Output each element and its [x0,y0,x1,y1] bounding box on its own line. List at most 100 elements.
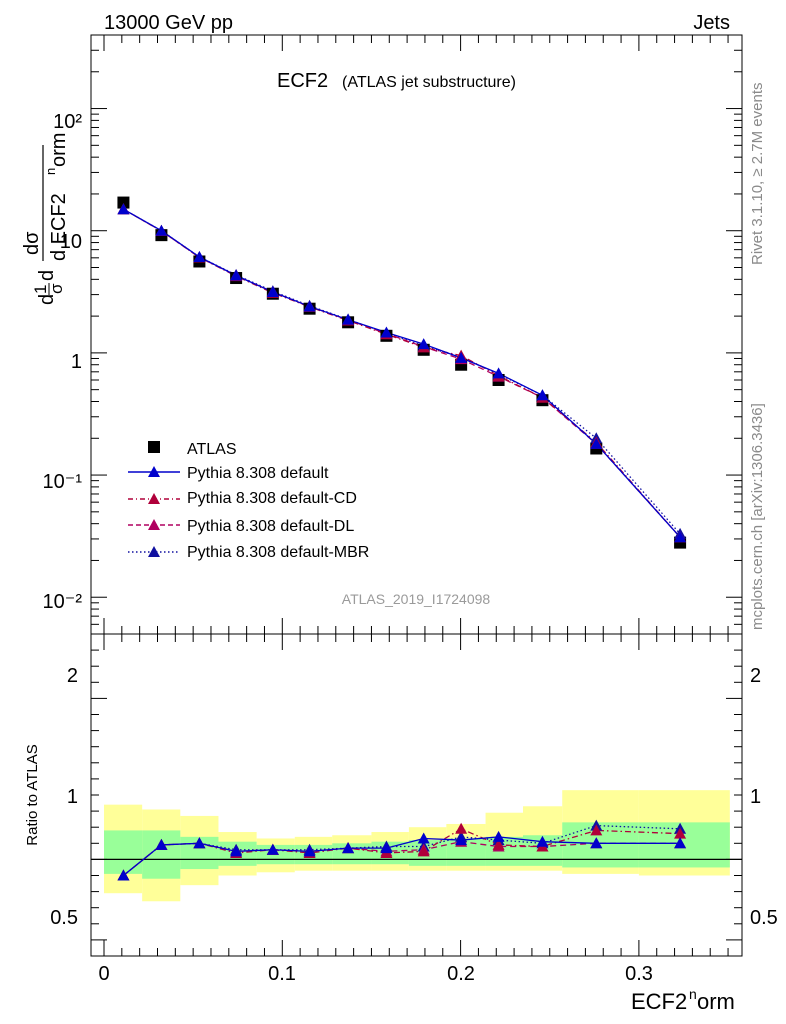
y-label-orm: orm [48,133,70,167]
ratio-y-tick-right-0.5: 0.5 [750,907,778,929]
main-axis-ticks [91,34,742,635]
chart-subtitle: (ATLAS jet substructure) [342,74,516,91]
ratio-y-tick-0.5: 0.5 [50,907,78,929]
band-inner-13 [638,822,730,868]
chart-title: ECF2 [277,70,328,92]
legend-marker-cd [148,493,160,504]
legend-label-dl: Pythia 8.308 default-DL [187,518,354,535]
x-tick-labels: 0 0.1 0.2 0.3 [98,963,652,985]
legend-marker-default [148,466,160,477]
main-marker-1-2 [193,250,206,262]
main-y-tick-labels: 10⁻² 10⁻¹ 1 10 10² [43,111,83,613]
y-tick-label-1e-1: 10⁻¹ [43,471,83,493]
ratio-marker-0-6 [342,842,355,854]
x-label-orm: orm [697,989,735,1014]
x-tick-0.3: 0.3 [625,963,653,985]
analysis-id-label: ATLAS_2019_I1724098 [342,591,491,607]
main-marker-1-11 [536,389,549,401]
legend-label-atlas: ATLAS [187,441,237,458]
ratio-marker-0-7 [380,842,393,854]
main-marker-1-4 [266,286,279,298]
y-tick-label-1e-2: 10⁻² [43,591,83,613]
process-label: Jets [693,12,730,34]
x-axis-label: ECF2 n orm [631,986,735,1014]
ratio-marker-1-8 [417,845,430,857]
x-tick-0.2: 0.2 [447,963,475,985]
ratio-marker-0-11 [536,835,549,847]
main-marker-1-7 [380,326,393,338]
ratio-marker-0-12 [590,837,603,849]
ratio-y-tick-2: 2 [67,665,78,687]
ratio-series-group [117,819,687,881]
main-marker-1-9 [455,351,468,363]
y-label-d: d [36,294,58,305]
main-marker-1-8 [417,338,430,350]
legend: ATLAS Pythia 8.308 default Pythia 8.308 … [128,441,369,561]
main-series-group [117,196,687,549]
ratio-y-tick-right-1: 1 [750,786,761,808]
main-marker-1-6 [342,313,355,325]
ratio-line-1 [123,828,681,877]
x-tick-0.1: 0.1 [268,963,296,985]
ratio-uncertainty-bands [104,790,730,902]
main-marker-1-1 [155,224,168,236]
ratio-y-tick-1: 1 [67,786,78,808]
ratio-marker-1-12 [590,824,603,836]
ratio-marker-0-8 [417,832,430,844]
y-label-sigma: σ [47,283,66,294]
main-line-3 [123,208,681,538]
main-marker-1-0 [117,203,130,215]
main-marker-1-12 [590,437,603,449]
y-label-one: 1 [31,285,50,294]
mcplots-reference-label: mcplots.cern.ch [arXiv:1306.3436] [749,403,766,630]
ratio-marker-0-13 [674,837,687,849]
ratio-marker-0-0 [117,869,130,881]
legend-label-cd: Pythia 8.308 default-CD [187,490,357,507]
ratio-marker-0-3 [230,845,243,857]
ratio-marker-1-9 [455,822,468,834]
band-inner-1 [142,830,181,879]
ratio-marker-0-5 [303,845,316,857]
y-label-dsigma: dσ [21,231,43,255]
ratio-y-axis-label: Ratio to ATLAS [24,744,41,845]
ratio-axis-ticks [91,633,742,957]
atlas-point-0 [117,196,130,209]
legend-label-mbr: Pythia 8.308 default-MBR [187,544,369,561]
ratio-line-0 [123,836,681,877]
ratio-y-tick-right-2: 2 [750,665,761,687]
y-label-n: n [43,168,58,175]
band-inner-6 [332,843,372,865]
rivet-version-label: Rivet 3.1.10, ≥ 2.7M events [749,83,766,266]
main-line-2 [123,208,681,538]
main-marker-1-5 [303,300,316,312]
x-label-ecf2: ECF2 [631,989,687,1014]
main-marker-1-10 [492,367,505,379]
band-inner-0 [104,830,143,874]
legend-label-default: Pythia 8.308 default [187,465,329,482]
energy-label: 13000 GeV pp [104,12,233,34]
ratio-marker-0-9 [455,834,468,846]
x-tick-0: 0 [98,963,109,985]
ratio-marker-0-10 [492,830,505,842]
main-line-4 [123,208,681,535]
y-tick-label-10: 10 [60,231,82,253]
y-label-d2: d [36,270,58,281]
legend-marker-mbr [148,546,160,557]
ratio-marker-1-10 [492,838,505,850]
main-y-axis-label: d 1 σ d dσ d ECF2 n orm [21,133,70,305]
main-marker-1-13 [674,531,687,543]
legend-marker-atlas [148,441,160,453]
main-line-1 [123,208,681,538]
ratio-marker-0-1 [155,838,168,850]
y-label-dvar: d ECF2 [48,193,70,261]
ratio-y-tick-labels: 0.5 1 2 0.5 1 2 [50,665,778,929]
legend-marker-dl [148,519,160,530]
x-label-n: n [689,986,697,1002]
y-tick-label-1: 1 [71,351,82,373]
ratio-marker-1-13 [674,827,687,839]
main-marker-1-3 [230,269,243,281]
ratio-marker-0-4 [266,843,279,855]
y-tick-label-100: 10² [53,111,82,133]
ratio-marker-0-2 [193,837,206,849]
